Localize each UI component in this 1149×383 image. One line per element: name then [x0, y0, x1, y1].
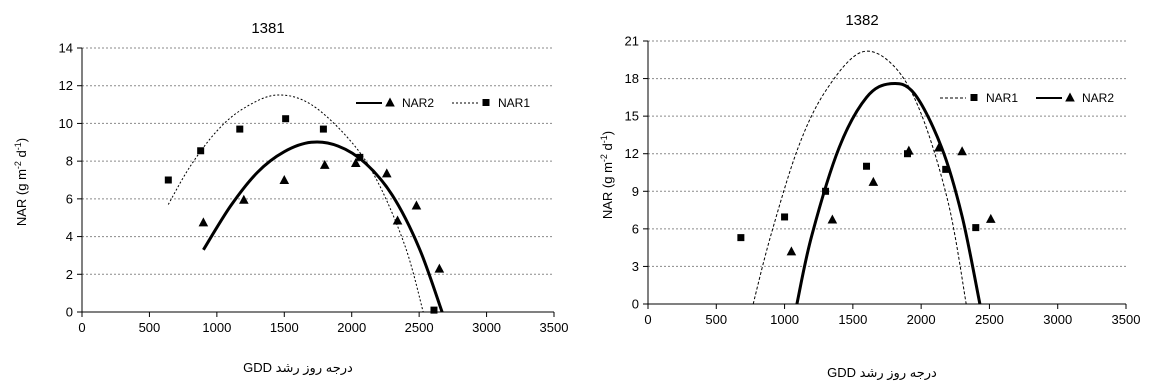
fit-curve-nar2: [795, 81, 982, 305]
chart-title: 1382: [845, 12, 878, 29]
data-point-nar2: [904, 145, 914, 155]
x-tick-label: 1000: [202, 320, 231, 335]
x-axis-title: درجه روز رشد GDD: [243, 360, 353, 376]
data-point-nar2: [934, 142, 944, 152]
data-point-nar1: [430, 306, 438, 314]
y-tick-label: 14: [59, 41, 73, 56]
data-point-nar1: [236, 125, 244, 133]
data-point-nar2: [239, 194, 249, 204]
legend-marker-nar1: [482, 99, 490, 106]
y-tick-label: 2: [66, 267, 73, 282]
data-point-nar2: [392, 215, 403, 225]
data-point-nar1: [197, 147, 205, 155]
y-axis-title: NAR (g m-2 d-1): [599, 131, 615, 219]
data-point-nar2: [350, 158, 361, 168]
x-tick-label: 1000: [770, 312, 799, 327]
gridlines: [82, 47, 554, 275]
y-tick-label: 8: [66, 154, 73, 169]
data-point-nar2: [279, 175, 290, 184]
gridlines: [648, 40, 1126, 267]
legend-marker-nar2: [1065, 92, 1075, 102]
data-point-nar2: [319, 159, 330, 169]
fit-curve-nar2: [202, 140, 444, 313]
y-tick-label: 15: [625, 109, 639, 124]
x-tick-label: 500: [705, 312, 727, 327]
legend-label-nar1: NAR1: [498, 96, 530, 110]
x-tick-label: 3500: [1112, 312, 1141, 327]
data-point-nar1: [781, 213, 789, 221]
data-point-nar1: [164, 176, 172, 184]
data-point-nar2: [381, 168, 392, 178]
y-tick-label: 0: [66, 305, 73, 320]
x-tick-label: 0: [78, 320, 85, 335]
x-tick-label: 1500: [838, 312, 867, 327]
legend-label-nar1: NAR1: [986, 91, 1018, 105]
y-tick-label: 12: [625, 146, 639, 161]
y-tick-label: 0: [632, 297, 639, 312]
x-tick-label: 2000: [337, 320, 366, 335]
x-tick-label: 0: [644, 312, 651, 327]
x-tick-label: 2500: [975, 312, 1004, 327]
y-axis-title: NAR (g m-2 d-1): [13, 138, 29, 226]
x-tick-label: 3000: [472, 320, 501, 335]
data-point-nar2: [434, 263, 445, 273]
data-point-nar2: [985, 213, 996, 223]
x-tick-label: 2000: [907, 312, 936, 327]
chart-1382: 1382 0 3 6 9 12 15 18 21 0 500 1000 1500 2000 2500 300…: [599, 12, 1140, 381]
data-point-nar2: [868, 176, 879, 186]
y-tick-label: 4: [66, 229, 73, 244]
series-layer: [164, 94, 445, 314]
legend-marker-nar2: [385, 97, 395, 107]
data-point-nar1: [942, 165, 950, 173]
y-tick-label: 9: [632, 184, 639, 199]
y-tick-label: 18: [625, 71, 639, 86]
data-point-nar1: [863, 162, 871, 170]
x-tick-label: 3500: [540, 320, 569, 335]
data-point-nar2: [786, 246, 797, 256]
data-point-nar2: [957, 146, 967, 156]
data-point-nar1: [319, 125, 327, 133]
data-point-nar2: [827, 214, 838, 224]
legend-label-nar2: NAR2: [402, 96, 434, 110]
y-tick-label: 6: [66, 191, 73, 206]
data-point-nar1: [972, 224, 980, 232]
legend-marker-nar1: [970, 94, 978, 101]
y-tick-label: 12: [59, 78, 73, 93]
axes: 0 2 4 6 8 10 12 14 0 500 1000 1500 2000 2500 3000 3500: [59, 41, 569, 336]
fit-curve-nar1: [167, 94, 424, 313]
y-tick-label: 6: [632, 221, 639, 236]
legend: NAR2 NAR1: [356, 96, 530, 110]
data-point-nar1: [282, 115, 290, 123]
data-point-nar2: [411, 200, 422, 210]
data-point-nar2: [198, 217, 209, 227]
series-layer: [737, 50, 996, 305]
legend: NAR1 NAR2: [940, 91, 1114, 105]
legend-label-nar2: NAR2: [1082, 91, 1114, 105]
data-point-nar1: [737, 234, 745, 242]
x-axis-title: درجه روز رشد GDD: [827, 365, 937, 381]
y-tick-label: 21: [625, 34, 639, 49]
x-tick-label: 3000: [1043, 312, 1072, 327]
axes: 0 3 6 9 12 15 18 21 0 500 1000 1500 2000 2500 3000 3500: [625, 34, 1141, 328]
y-tick-label: 10: [59, 116, 73, 131]
chart-title: 1381: [251, 20, 284, 37]
x-tick-label: 2500: [405, 320, 434, 335]
x-tick-label: 1500: [270, 320, 299, 335]
chart-1381: 1381 0 2 4 6 8 10 12 14 0 500 1000 1500 2000 2500 3000…: [13, 20, 568, 376]
x-tick-label: 500: [139, 320, 161, 335]
y-tick-label: 3: [632, 259, 639, 274]
